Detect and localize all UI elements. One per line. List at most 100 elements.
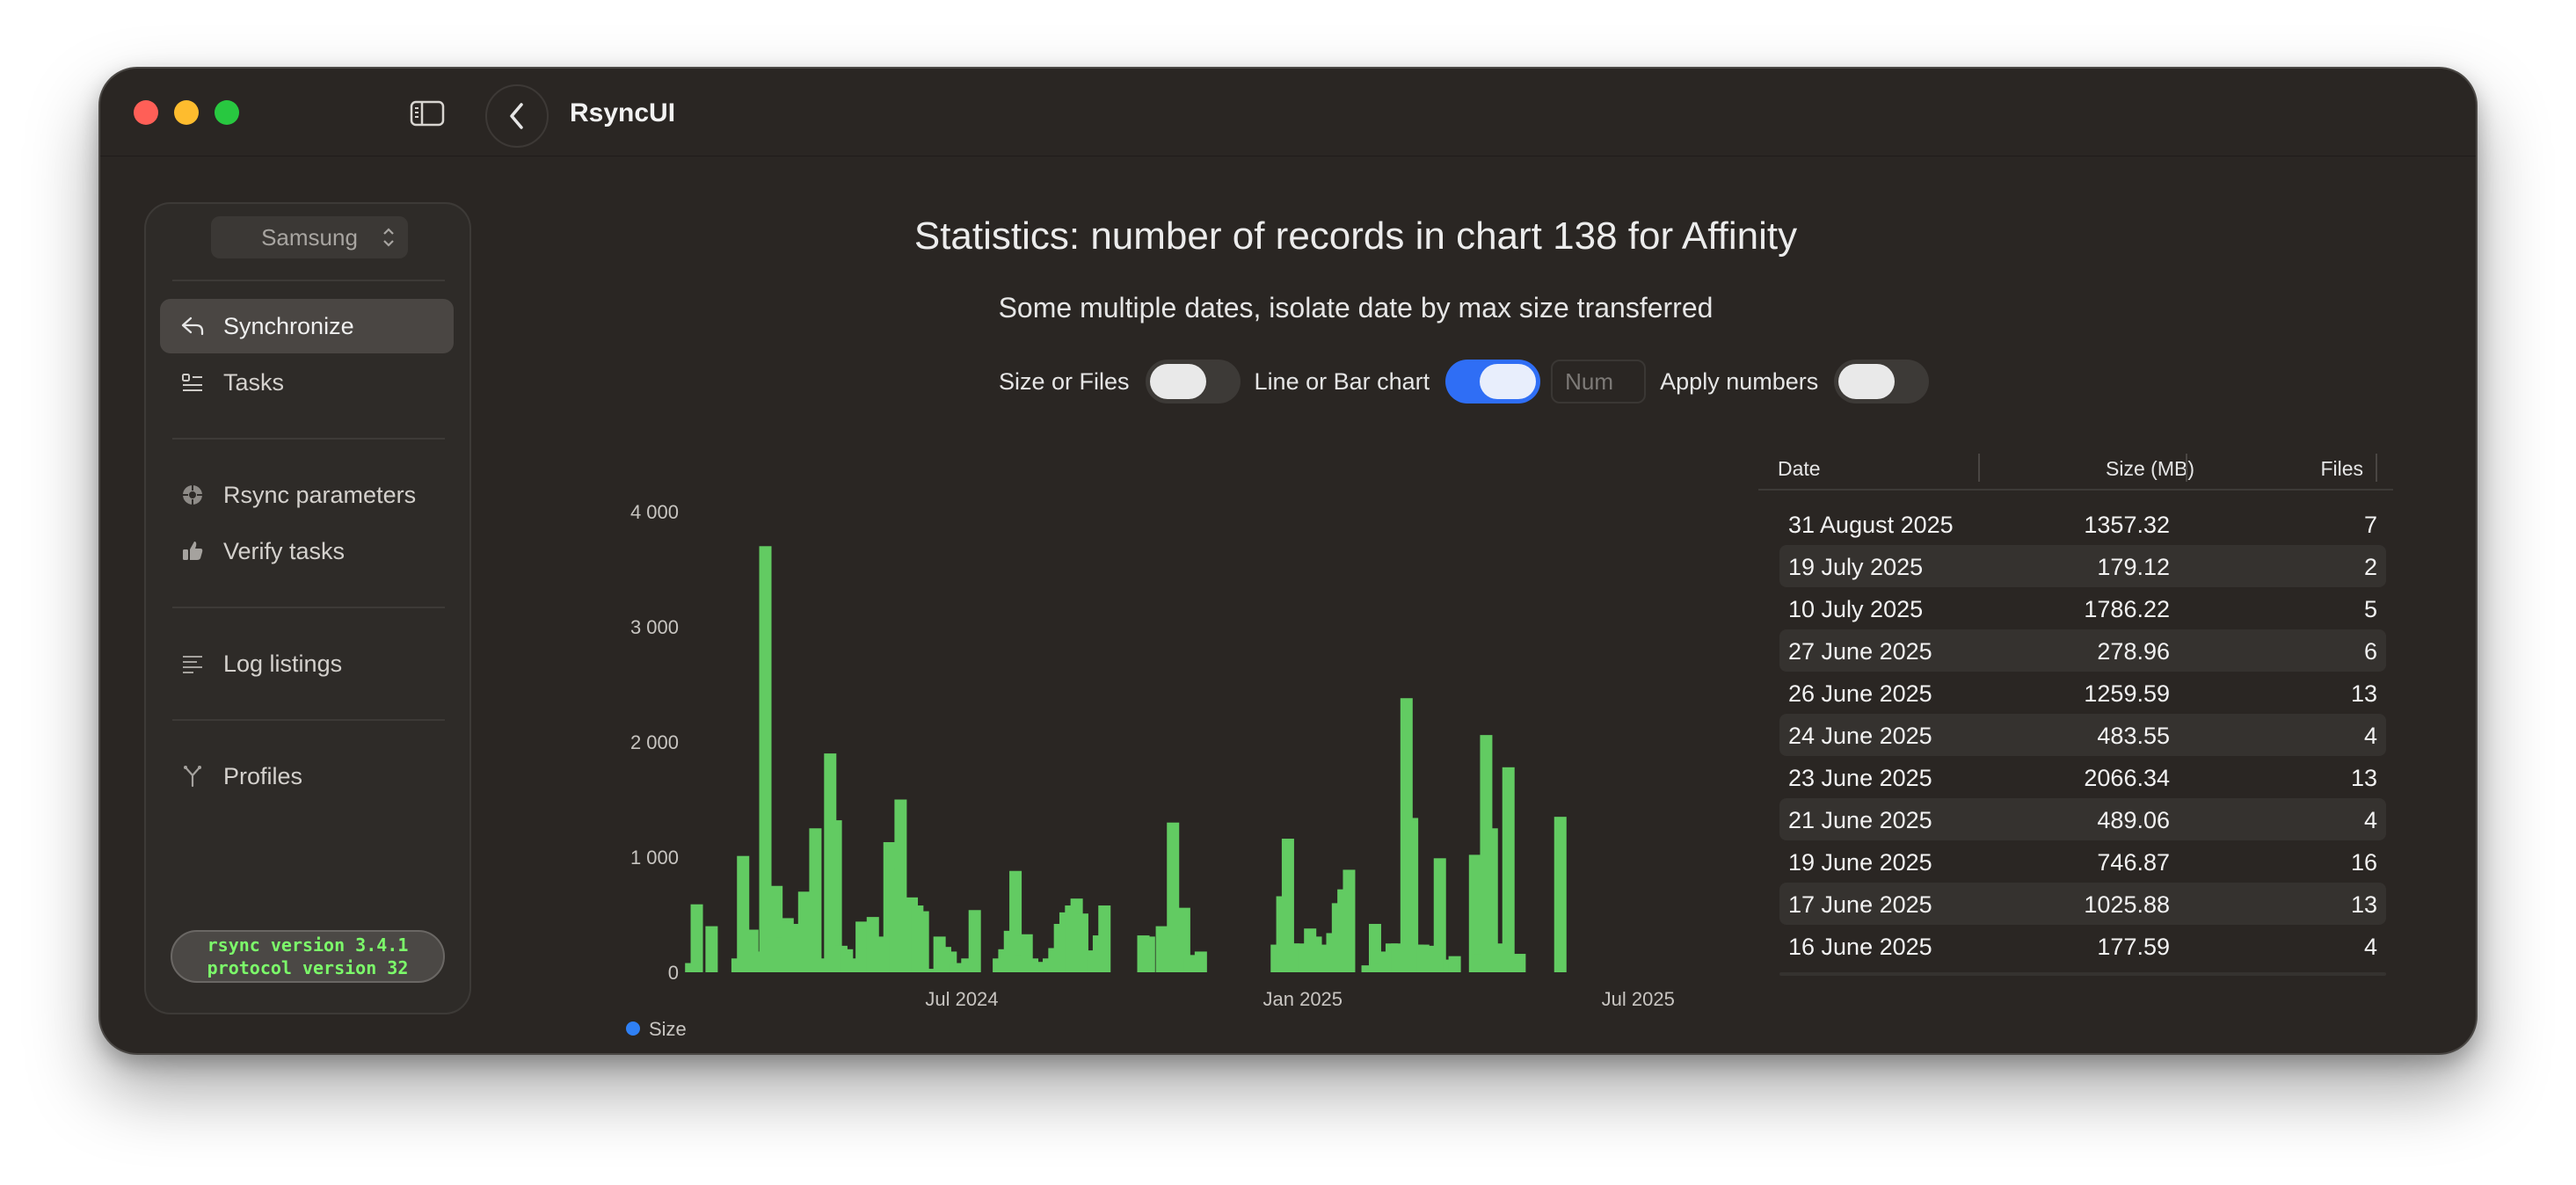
- chart-bar: [1031, 962, 1044, 972]
- back-button[interactable]: [485, 84, 549, 148]
- chart-bar: [1075, 913, 1088, 972]
- column-header-files[interactable]: Files: [2320, 457, 2363, 480]
- cell-files: 4: [2363, 723, 2377, 749]
- line-or-bar-toggle[interactable]: [1445, 360, 1541, 403]
- y-tick-label: 0: [668, 962, 679, 984]
- line-or-bar-label: Line or Bar chart: [1254, 367, 1430, 395]
- table-row[interactable]: 23 June 2025 2066.34 13: [1779, 756, 2386, 798]
- sidebar-item-profiles[interactable]: Profiles: [160, 749, 454, 803]
- sidebar-item-verify-tasks[interactable]: Verify tasks: [160, 524, 454, 578]
- table-header: Date Size (MB) Files: [1758, 441, 2393, 491]
- table-row[interactable]: 26 June 2025 1259.59 13: [1779, 672, 2386, 714]
- toggle-knob: [1480, 364, 1537, 399]
- y-tick-label: 3 000: [630, 616, 679, 638]
- column-separator[interactable]: [1978, 454, 1980, 482]
- toggle-knob: [1149, 364, 1206, 399]
- chevron-updown-icon: [383, 228, 394, 247]
- chart-bar: [1281, 839, 1294, 972]
- num-input[interactable]: Num: [1551, 360, 1647, 403]
- close-window-button[interactable]: [134, 100, 158, 125]
- thumbs-up-icon: [179, 538, 206, 564]
- chart-bar: [1194, 951, 1207, 972]
- chart-bar: [1448, 956, 1461, 972]
- cell-size: 1786.22: [2084, 596, 2170, 622]
- cell-size: 489.06: [2097, 807, 2170, 833]
- cell-size: 1357.32: [2084, 512, 2170, 538]
- table-row[interactable]: 27 June 2025 278.96 6: [1779, 629, 2386, 672]
- chart-bar: [1433, 858, 1446, 972]
- cell-date: 24 June 2025: [1788, 723, 1932, 749]
- profile-select[interactable]: Samsung: [211, 216, 408, 258]
- sidebar-item-label: Rsync parameters: [223, 481, 417, 508]
- chart-bar: [814, 958, 827, 972]
- num-input-placeholder: Num: [1565, 367, 1614, 395]
- table-row[interactable]: 17 June 2025 1025.88 13: [1779, 883, 2386, 925]
- size-or-files-toggle[interactable]: [1145, 360, 1241, 403]
- chart-bar: [1391, 943, 1404, 972]
- chart-bar: [950, 963, 963, 972]
- sidebar-item-tasks[interactable]: Tasks: [160, 355, 454, 410]
- chart-bar: [1468, 854, 1481, 972]
- cell-files: 2: [2363, 554, 2377, 580]
- size-bar-chart: 4 000 3 000 2 000 1 000 0 Jul 2024 Jan 2025 Jul…: [626, 501, 1675, 1040]
- sidebar-toggle-icon[interactable]: [410, 100, 445, 127]
- cell-files: 13: [2350, 765, 2377, 791]
- chart-bar: [809, 828, 822, 972]
- cell-date: 19 July 2025: [1788, 554, 1924, 580]
- sidebar-item-synchronize[interactable]: Synchronize: [160, 299, 454, 353]
- x-tick-label: Jul 2024: [925, 988, 998, 1010]
- table-row[interactable]: 10 July 2025 1786.22 5: [1779, 587, 2386, 629]
- cell-date: 31 August 2025: [1788, 512, 1954, 538]
- chart-bar: [1177, 907, 1190, 972]
- column-header-date[interactable]: Date: [1778, 457, 1821, 480]
- y-tick-label: 4 000: [630, 501, 679, 523]
- toggle-knob: [1838, 364, 1896, 399]
- app-window: RsyncUI Samsung Synchronize Tasks: [98, 67, 2478, 1055]
- chart-bar: [690, 904, 703, 972]
- table-row[interactable]: 31 August 2025 1357.32 7: [1779, 503, 2386, 545]
- cell-files: 13: [2350, 891, 2377, 918]
- sidebar-item-log-listings[interactable]: Log listings: [160, 636, 454, 691]
- sidebar-divider: [172, 607, 445, 608]
- chart-bar: [1343, 869, 1356, 972]
- chart-bar: [1361, 965, 1374, 972]
- table-row[interactable]: 16 June 2025 177.59 4: [1779, 925, 2386, 967]
- tasks-icon: [179, 369, 206, 396]
- chart-bar: [829, 820, 842, 972]
- table-row[interactable]: 24 June 2025 483.55 4: [1779, 714, 2386, 756]
- table-row[interactable]: 21 June 2025 489.06 4: [1779, 798, 2386, 840]
- x-tick-label: Jul 2025: [1602, 988, 1675, 1010]
- sidebar-item-rsync-parameters[interactable]: Rsync parameters: [160, 468, 454, 522]
- cell-size: 746.87: [2097, 849, 2170, 876]
- cell-date: 27 June 2025: [1788, 638, 1932, 665]
- size-or-files-label: Size or Files: [999, 367, 1130, 395]
- sidebar-item-label: Tasks: [223, 368, 285, 396]
- sidebar-item-label: Synchronize: [223, 312, 354, 339]
- column-header-size[interactable]: Size (MB): [2106, 457, 2194, 480]
- cell-files: 4: [2363, 934, 2377, 960]
- chevron-left-icon: [510, 103, 523, 129]
- zoom-window-button[interactable]: [215, 100, 239, 125]
- cell-size: 483.55: [2097, 723, 2170, 749]
- column-separator[interactable]: [2186, 454, 2187, 482]
- chart-bar: [1513, 954, 1526, 972]
- profile-select-value: Samsung: [261, 223, 358, 251]
- cell-date: 19 June 2025: [1788, 849, 1932, 876]
- cell-date: 23 June 2025: [1788, 765, 1932, 791]
- cell-files: 7: [2363, 512, 2377, 538]
- protocol-version-text: protocol version 32: [207, 957, 409, 978]
- cell-date: 17 June 2025: [1788, 891, 1932, 918]
- page-title: Statistics: number of records in chart 1…: [913, 214, 1798, 258]
- apply-numbers-toggle[interactable]: [1834, 360, 1930, 403]
- chart-bar: [1406, 818, 1419, 972]
- table-row[interactable]: 19 July 2025 179.12 2: [1779, 545, 2386, 587]
- table-row[interactable]: 19 June 2025 746.87 16: [1779, 840, 2386, 883]
- chart-bar: [759, 546, 772, 972]
- column-separator[interactable]: [2376, 454, 2377, 482]
- cell-size: 179.12: [2097, 554, 2170, 580]
- cell-date: 21 June 2025: [1788, 807, 1932, 833]
- rsync-version-badge[interactable]: rsync version 3.4.1 protocol version 32: [171, 930, 445, 983]
- chart-bar: [968, 910, 981, 972]
- chart-bar: [1098, 905, 1111, 972]
- minimize-window-button[interactable]: [174, 100, 199, 125]
